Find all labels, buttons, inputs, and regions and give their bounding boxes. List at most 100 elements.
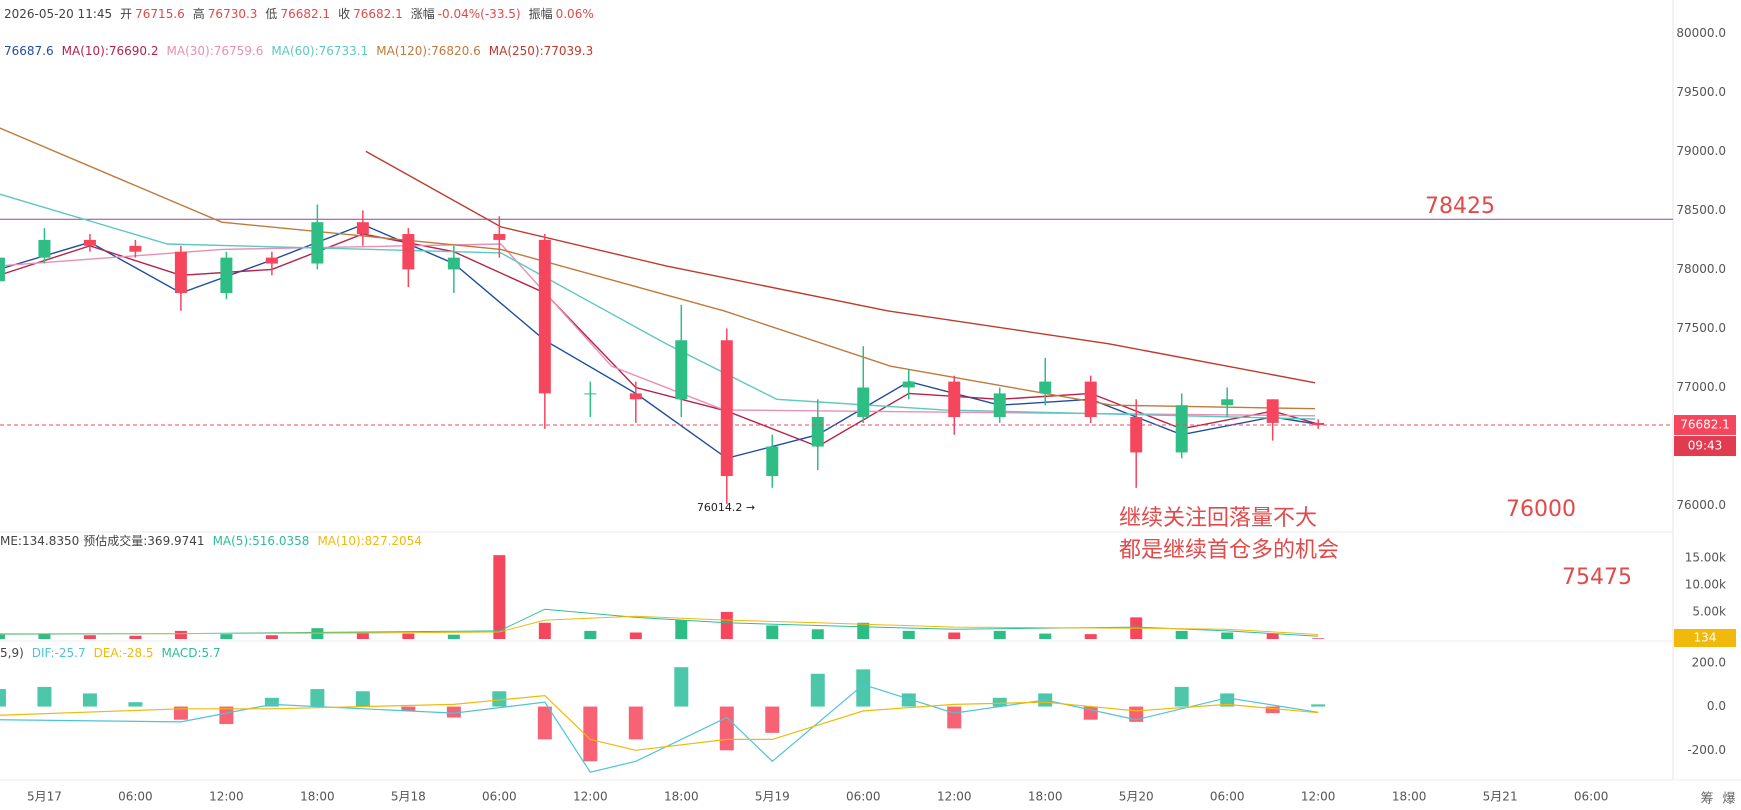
- macd-bar: [856, 669, 871, 707]
- macd-bar: [82, 693, 97, 707]
- y-tick-label: 78000.0: [1676, 262, 1726, 276]
- candle-body: [948, 381, 961, 418]
- candle-body: [629, 393, 642, 400]
- legend-text: ME:134.8350: [0, 534, 79, 548]
- toolbar-button[interactable]: 筹: [1700, 791, 1713, 807]
- candle-body: [311, 222, 324, 264]
- volume-bar: [857, 622, 870, 639]
- volume-bar: [584, 630, 597, 639]
- volume-bar: [538, 622, 551, 639]
- volume-bar: [83, 635, 96, 639]
- macd-bar: [537, 706, 552, 740]
- plot-area: [0, 127, 1673, 773]
- volume-bar: [1175, 630, 1188, 639]
- volume-bar: [174, 630, 187, 639]
- candle-body: [720, 340, 733, 477]
- ohlc-field: 涨幅: [411, 6, 435, 21]
- ma-line: [365, 150, 1316, 384]
- ohlc-field: 开: [120, 7, 132, 21]
- macd-bar: [37, 686, 52, 707]
- y-tick-label: 15.00k: [1685, 550, 1726, 564]
- x-tick-label: 06:00: [1210, 790, 1245, 804]
- candle-body: [129, 245, 142, 252]
- ma-line: [0, 223, 1319, 460]
- x-tick-label: 18:00: [1392, 790, 1427, 804]
- legend-text: 5,9): [0, 646, 24, 660]
- y-tick-label: 76000.0: [1676, 498, 1726, 512]
- candle-body: [993, 393, 1006, 418]
- ohlc-field: 76730.3: [208, 7, 258, 21]
- ohlc-field: 振幅: [529, 6, 553, 21]
- volume-bar: [720, 611, 733, 639]
- macd-bar: [947, 706, 962, 729]
- volume-bar: [402, 633, 415, 639]
- macd-bar: [583, 706, 598, 762]
- x-tick-label: 12:00: [1301, 790, 1336, 804]
- candle-body: [402, 234, 415, 270]
- ohlc-field: 收: [338, 7, 350, 21]
- candle-body: [1130, 417, 1143, 453]
- legend-entry: MA(30):76759.6: [167, 44, 264, 58]
- macd-bar: [401, 706, 416, 711]
- macd-bar: [765, 706, 780, 733]
- x-tick-label: 06:00: [1574, 790, 1609, 804]
- volume-bar: [1039, 633, 1052, 639]
- y-tick-label: 77500.0: [1676, 321, 1726, 335]
- volume-bar: [766, 625, 779, 639]
- annotation: 继续关注回落量不大: [1119, 506, 1317, 531]
- legend-entry: MACD:5.7: [162, 646, 221, 660]
- legend-entry: MA(10):827.2054: [317, 534, 422, 548]
- legend-entry: DIF:-25.7: [32, 646, 86, 660]
- x-tick-label: 06:00: [482, 790, 517, 804]
- volume-bar: [811, 629, 824, 639]
- candle-body: [1175, 405, 1188, 453]
- candle-body: [1039, 381, 1052, 394]
- y-tick-label: 10.00k: [1685, 577, 1726, 591]
- ma-line: [0, 694, 1319, 751]
- legend-entry: MA(250):77039.3: [489, 44, 594, 58]
- overlay: 80000.0 79500.0 79000.0 78500.0 78000.0 77500…: [0, 6, 1736, 807]
- y-tick-label: 5.00k: [1692, 604, 1726, 618]
- macd-bar: [674, 667, 689, 707]
- volume-bar: [1312, 638, 1325, 639]
- toolbar-button[interactable]: 爆: [1722, 792, 1735, 807]
- ma-line: [0, 684, 1319, 773]
- legend-entry: MA(60):76733.1: [271, 44, 368, 58]
- candle-body: [1221, 399, 1234, 406]
- ohlc-field: 0.06%: [556, 7, 594, 21]
- y-tick-label: 79500.0: [1676, 85, 1726, 99]
- ohlc-field: -0.04%(-33.5): [438, 7, 521, 21]
- legend: 76687.6 MA(10):76690.2 MA(30):76759.6 MA(60…: [4, 44, 593, 58]
- candle-body: [1312, 422, 1325, 426]
- ma-line: [0, 615, 1319, 635]
- volume-bar: [629, 632, 642, 639]
- candle-body: [811, 417, 824, 447]
- macd-bar: [446, 706, 461, 718]
- macd-bar: [355, 691, 370, 707]
- x-tick-label: 5月21: [1483, 790, 1518, 804]
- candle-body: [0, 257, 5, 282]
- volume-bar: [1221, 632, 1234, 639]
- candle-body: [857, 387, 870, 418]
- candle-body: [447, 257, 460, 270]
- annotation: 76000: [1506, 497, 1576, 522]
- annotation: 都是继续首仓多的机会: [1119, 538, 1339, 563]
- macd-bar: [173, 706, 188, 720]
- y-tick-label: 78500.0: [1676, 203, 1726, 217]
- volume-bar: [902, 630, 915, 639]
- ma-line: [0, 243, 1316, 417]
- ohlc-field: 76682.1: [353, 7, 403, 21]
- legend: ME:134.8350 预估成交量:369.9741 MA(5):516.0358 M…: [0, 533, 422, 548]
- candle-body: [493, 234, 506, 240]
- candle-body: [538, 239, 551, 394]
- volume-bar: [993, 630, 1006, 639]
- volume-bar: [220, 634, 233, 639]
- macd-bar: [310, 689, 325, 707]
- macd-bar: [128, 702, 143, 707]
- macd-bar: [1311, 704, 1326, 707]
- volume-bar: [447, 634, 460, 639]
- macd-bar: [1174, 686, 1189, 707]
- legend-entry: MA(5):516.0358: [213, 534, 310, 548]
- macd-bar: [810, 673, 825, 707]
- macd-bar: [1083, 706, 1098, 720]
